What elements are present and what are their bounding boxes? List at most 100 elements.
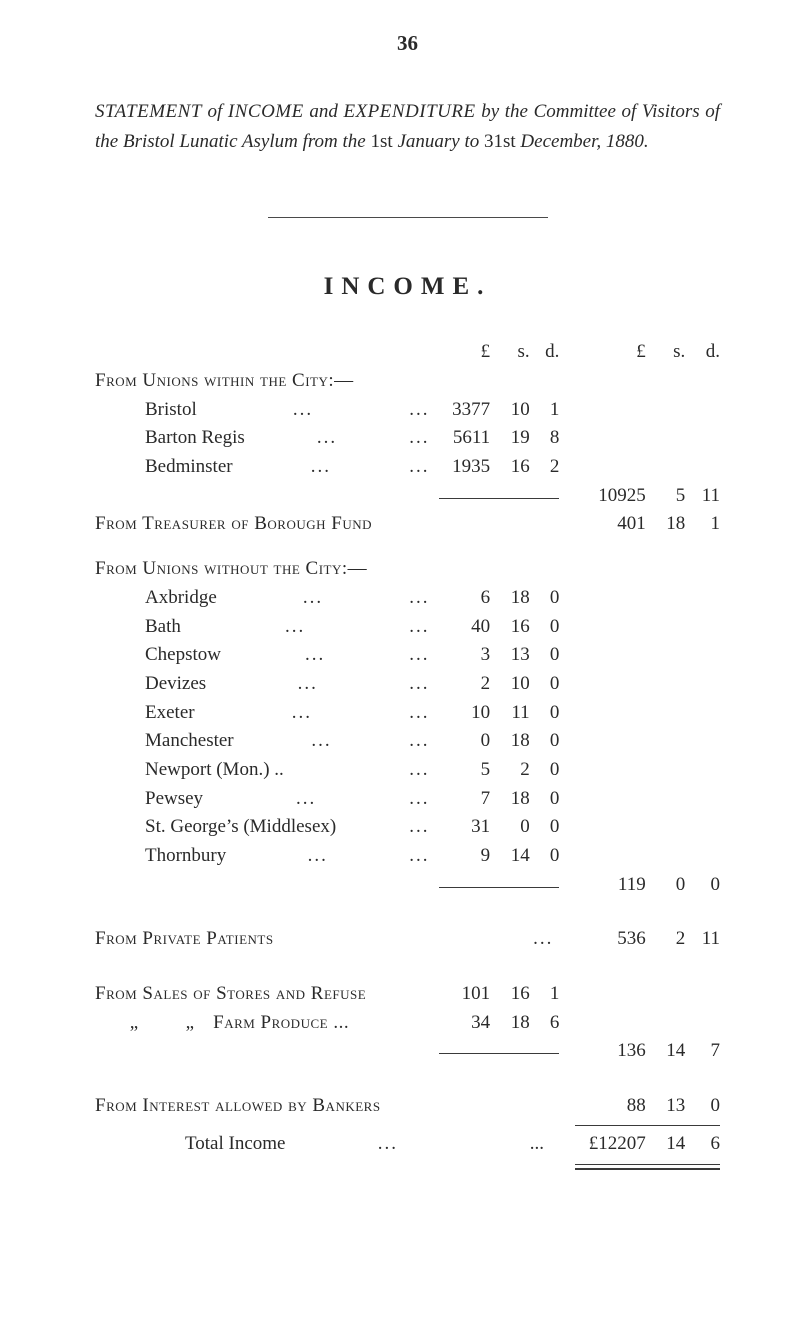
row-L: 40	[435, 613, 490, 642]
subtotal-d: 11	[685, 482, 720, 511]
sub-rule	[439, 498, 559, 499]
row-s: 14	[490, 842, 530, 871]
row-s: 2	[490, 756, 530, 785]
subtotal-d: 11	[685, 925, 720, 954]
table-header-row: £ s. d. £ s. d.	[95, 338, 720, 367]
row-L: 34	[435, 1009, 490, 1038]
rule-row	[95, 1121, 720, 1130]
table-row: Axbridge...... 6180	[95, 584, 720, 613]
row-d: 0	[530, 584, 560, 613]
table-row: Thornbury...... 9140	[95, 842, 720, 871]
subtotal-s: 18	[646, 510, 686, 539]
income-heading: INCOME.	[95, 271, 720, 304]
row-label: St. George’s (Middlesex)	[145, 815, 336, 840]
col-head-L2: £	[571, 338, 646, 367]
row-s: 11	[490, 699, 530, 728]
row-label: Bedminster	[145, 455, 233, 480]
sub-rule	[439, 1053, 559, 1054]
row-d: 0	[530, 641, 560, 670]
section-title-row: From Private Patients... 536 2 11	[95, 925, 720, 954]
section-title-row: From Interest allowed by Bankers 88 13 0	[95, 1092, 720, 1121]
subtotal-s: 2	[646, 925, 686, 954]
subtotal-d: 0	[685, 871, 720, 900]
row-d: 0	[530, 813, 560, 842]
col-head-L: £	[435, 338, 490, 367]
spacer	[95, 954, 720, 980]
rule-row	[95, 1159, 720, 1172]
spacer	[95, 899, 720, 925]
sub-rule	[439, 887, 559, 888]
row-label: Bath	[145, 615, 181, 640]
row-s: 16	[490, 980, 530, 1009]
spacer	[95, 1066, 720, 1092]
row-d: 0	[530, 785, 560, 814]
spacer	[95, 539, 720, 555]
section-title-row: From Unions without the City:—	[95, 555, 720, 584]
section-title: From Private Patients	[95, 927, 274, 952]
subtotal-d: 1	[685, 510, 720, 539]
row-L: 101	[435, 980, 490, 1009]
row-L: 1935	[435, 453, 490, 482]
statement-text: of	[202, 101, 228, 122]
row-s: 18	[490, 584, 530, 613]
page-number: 36	[95, 30, 720, 57]
row-L: 0	[435, 727, 490, 756]
table-row: Exeter...... 10110	[95, 699, 720, 728]
table-row: Chepstow...... 3130	[95, 641, 720, 670]
row-label: Bristol	[145, 398, 197, 423]
table-row: Devizes...... 2100	[95, 670, 720, 699]
col-head-d: d.	[530, 338, 560, 367]
row-label: Manchester	[145, 729, 234, 754]
total-rule-top	[575, 1125, 720, 1126]
subtotal-s: 14	[646, 1037, 686, 1066]
table-row: Pewsey...... 7180	[95, 785, 720, 814]
row-L: 2	[435, 670, 490, 699]
row-d: 0	[530, 613, 560, 642]
row-s: 18	[490, 727, 530, 756]
subtotal-s: 13	[646, 1092, 686, 1121]
statement-word: STATEMENT	[95, 101, 202, 122]
row-L: 5	[435, 756, 490, 785]
section-title: From Interest allowed by Bankers	[95, 1092, 559, 1121]
row-label: Pewsey	[145, 787, 203, 812]
table-row: Bristol...... 3377 10 1	[95, 396, 720, 425]
row-label: Newport (Mon.) ..	[145, 758, 284, 783]
statement-text: 31st	[484, 131, 516, 152]
statement-text: and	[304, 101, 344, 122]
row-d: 2	[530, 453, 560, 482]
row-d: 0	[530, 699, 560, 728]
section-title: From Unions within the City:—	[95, 367, 559, 396]
col-head-d2: d.	[685, 338, 720, 367]
horizontal-rule	[268, 217, 548, 218]
row-s: 13	[490, 641, 530, 670]
total-rule-bottom	[575, 1164, 720, 1170]
subtotal-d: 7	[685, 1037, 720, 1066]
subtotal-L: 536	[571, 925, 646, 954]
row-L: 3377	[435, 396, 490, 425]
table-row: Manchester...... 0180	[95, 727, 720, 756]
row-s: 10	[490, 396, 530, 425]
row-d: 6	[530, 1009, 560, 1038]
row-L: 3	[435, 641, 490, 670]
row-d: 0	[530, 756, 560, 785]
row-label: Thornbury	[145, 844, 226, 869]
row-s: 10	[490, 670, 530, 699]
row-L: 10	[435, 699, 490, 728]
row-L: 7	[435, 785, 490, 814]
row-L: 31	[435, 813, 490, 842]
statement-text: December, 1880.	[516, 131, 649, 152]
subtotal-s: 5	[646, 482, 686, 511]
page: 36 STATEMENT of INCOME and EXPENDITURE b…	[0, 0, 800, 1340]
row-s: 18	[490, 785, 530, 814]
subtotal-L: 401	[571, 510, 646, 539]
row-label: Axbridge	[145, 586, 217, 611]
row-label: Farm Produce ...	[213, 1012, 349, 1033]
rule-row: 136 14 7	[95, 1037, 720, 1066]
row-label: Exeter	[145, 701, 195, 726]
statement-paragraph: STATEMENT of INCOME and EXPENDITURE by t…	[95, 97, 720, 156]
row-s: 16	[490, 613, 530, 642]
row-s: 0	[490, 813, 530, 842]
financial-table: £ s. d. £ s. d. From Unions within the C…	[95, 338, 720, 1171]
row-d: 0	[530, 670, 560, 699]
row-L: 6	[435, 584, 490, 613]
